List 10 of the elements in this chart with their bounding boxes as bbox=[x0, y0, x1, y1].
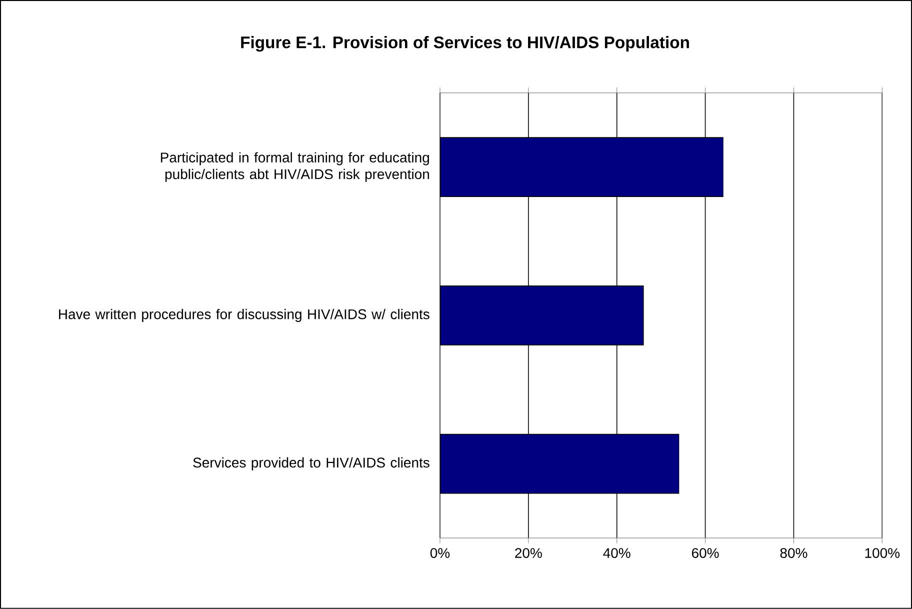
x-tick-label: 60% bbox=[692, 548, 719, 558]
x-tick-label: 100% bbox=[865, 548, 900, 558]
y-tick-label: Services provided to HIV/AIDS clients bbox=[193, 457, 430, 470]
x-tick-label: 80% bbox=[780, 548, 808, 558]
chart-title: Figure E-1. Provision of Services to HIV/AIDS Population bbox=[241, 36, 689, 52]
x-tick-label: 40% bbox=[603, 548, 630, 558]
y-tick-label: Participated in formal training for educating public/clients abt HIV/AIDS risk prevention bbox=[160, 152, 429, 182]
x-tick-label: 0% bbox=[430, 548, 450, 558]
x-tick-label: 20% bbox=[515, 548, 542, 558]
y-tick-label: Have written procedures for discussing HIV/AIDS w/ clients bbox=[59, 308, 430, 322]
